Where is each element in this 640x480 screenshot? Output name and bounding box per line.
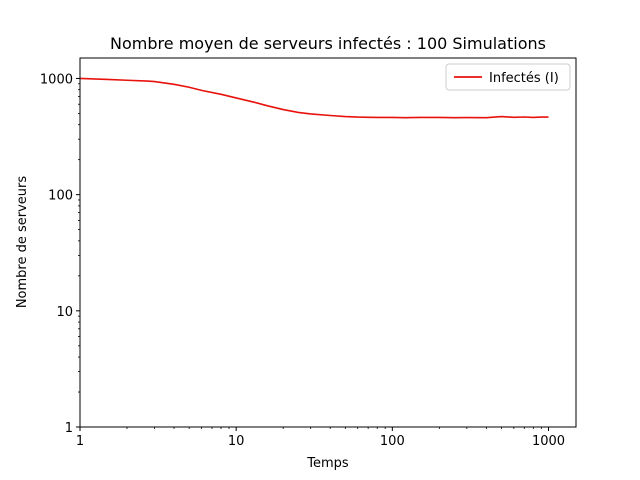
plot-frame: [79, 57, 577, 428]
chart-title: Nombre moyen de serveurs infectés : 100 …: [110, 34, 546, 53]
y-tick-label: 1: [65, 421, 73, 436]
axis-ticks: 1 10 100 1000 1 10 100 1000: [40, 72, 565, 449]
legend-box: [445, 63, 571, 91]
y-tick-label: 10: [56, 305, 73, 320]
x-tick-label: 1000: [532, 434, 565, 449]
legend: Infectés (I): [445, 63, 571, 91]
plot-area: [79, 77, 549, 119]
x-tick-label: 100: [380, 434, 405, 449]
y-tick-label: 100: [48, 189, 73, 204]
y-axis-label: Nombre de serveurs: [15, 176, 30, 309]
x-tick-label: 10: [228, 434, 245, 449]
series-line-0: [79, 77, 549, 119]
x-axis-label: Temps: [306, 456, 349, 471]
y-tick-label: 1000: [40, 72, 73, 87]
x-tick-label: 1: [76, 434, 84, 449]
legend-label: Infectés (I): [489, 71, 559, 86]
